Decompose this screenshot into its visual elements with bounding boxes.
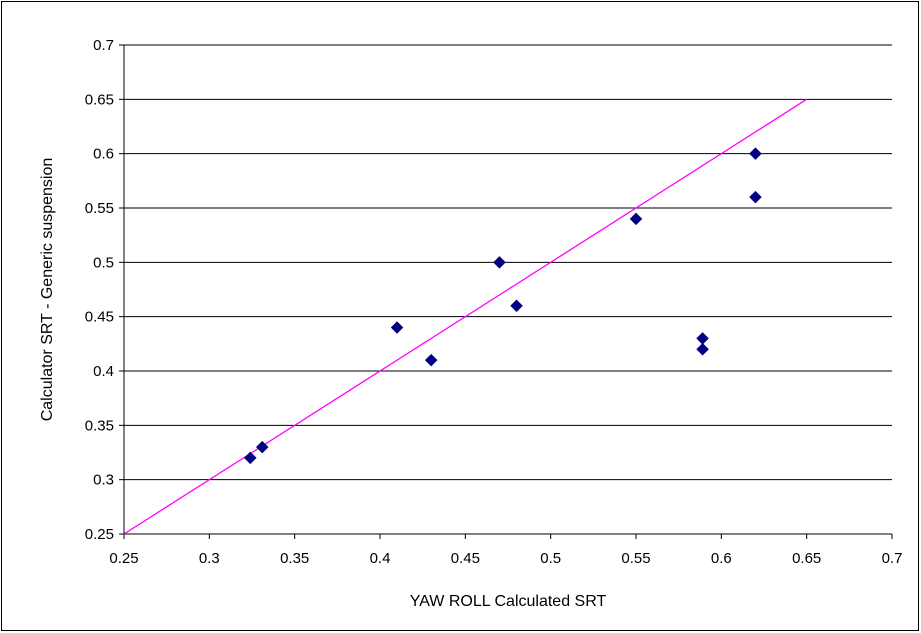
- y-tick-label-8: 0.65: [85, 91, 114, 108]
- x-tick-label-2: 0.35: [280, 550, 309, 567]
- data-point-8: [696, 342, 709, 356]
- y-tick-labels: 0.25 0.3 0.35 0.4 0.45 0.5 0.55 0.6 0.65 0.7: [85, 37, 114, 543]
- y-tick-label-6: 0.55: [85, 200, 114, 217]
- data-point-9: [749, 147, 762, 161]
- data-point-7: [696, 332, 709, 345]
- data-point-1: [255, 440, 269, 454]
- x-tick-label-7: 0.6: [711, 550, 732, 567]
- reference-line-layer: [123, 98, 808, 535]
- y-tick-label-3: 0.4: [93, 363, 114, 380]
- x-tick-label-8: 0.65: [792, 550, 821, 567]
- data-point-6: [629, 212, 643, 226]
- x-tick-label-1: 0.3: [199, 550, 220, 567]
- x-axis-title: YAW ROLL Calculated SRT: [410, 593, 607, 610]
- y-tick-label-2: 0.35: [85, 417, 114, 434]
- x-tick-label-0: 0.25: [109, 550, 138, 567]
- x-tick-label-6: 0.55: [621, 550, 650, 567]
- y-tick-label-1: 0.3: [93, 472, 114, 489]
- data-points: [243, 147, 762, 465]
- data-point-10: [749, 190, 762, 204]
- x-tick-label-3: 0.4: [370, 550, 391, 567]
- x-tick-label-9: 0.7: [882, 550, 903, 567]
- data-point-2: [390, 321, 404, 334]
- y-tick-label-4: 0.45: [85, 309, 114, 326]
- x-tick-label-5: 0.5: [540, 550, 561, 567]
- y-axis-title: Calculator SRT - Generic suspension: [39, 158, 56, 422]
- y-tick-label-7: 0.6: [93, 146, 114, 163]
- data-point-3: [424, 353, 438, 367]
- x-tick-label-4: 0.45: [451, 550, 480, 567]
- data-point-0: [243, 451, 257, 465]
- y-tick-label-0: 0.25: [85, 526, 114, 543]
- reference-line: [123, 98, 808, 535]
- x-tick-labels: 0.25 0.3 0.35 0.4 0.45 0.5 0.55 0.6 0.65 0.7: [109, 550, 902, 567]
- data-point-4: [493, 255, 506, 269]
- y-tick-label-9: 0.7: [93, 37, 114, 54]
- y-tick-label-5: 0.5: [93, 254, 114, 271]
- data-point-5: [510, 299, 523, 313]
- axes: [119, 44, 893, 539]
